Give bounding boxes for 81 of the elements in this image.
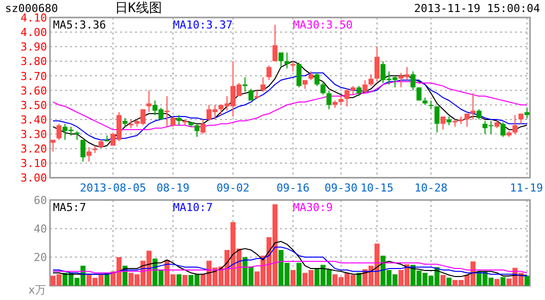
candlestick xyxy=(200,118,206,135)
bar xyxy=(296,262,302,286)
candlestick xyxy=(320,81,326,96)
candlestick xyxy=(464,113,470,128)
candlestick xyxy=(266,65,272,81)
y-tick-label: 3.20 xyxy=(20,142,47,156)
x-tick-label: 10-15 xyxy=(360,182,394,195)
y-tick-label: 3.50 xyxy=(20,98,47,112)
bar xyxy=(176,274,182,286)
candlestick xyxy=(326,90,332,110)
bar xyxy=(440,274,446,286)
x-tick-label: 08-19 xyxy=(156,182,190,195)
text: MA10:3.37 xyxy=(173,18,233,32)
candlestick xyxy=(410,70,416,91)
y-tick-label: 20 xyxy=(34,251,47,264)
y-axis-title: x万 xyxy=(28,284,46,297)
candlestick xyxy=(296,62,302,88)
candlestick xyxy=(368,74,374,86)
candlestick xyxy=(344,88,350,107)
x-tick-label: 2013-08-05 xyxy=(80,182,146,195)
candlestick xyxy=(290,60,296,72)
candlestick xyxy=(86,146,92,162)
candlestick xyxy=(440,116,446,130)
x-tick-label: 10-28 xyxy=(414,182,448,195)
candlestick xyxy=(56,123,62,140)
candlestick xyxy=(284,52,290,69)
y-tick-label: 60 xyxy=(34,194,47,207)
candlestick xyxy=(278,52,284,68)
bar xyxy=(494,278,500,286)
chart-title: 日K线图 xyxy=(115,1,162,16)
candlestick xyxy=(500,122,506,138)
bar xyxy=(446,278,452,286)
candlestick xyxy=(524,107,530,118)
y-tick-label: 3.60 xyxy=(20,84,47,98)
y-tick-label: 40 xyxy=(34,222,47,236)
text: MA30:3.50 xyxy=(293,18,353,32)
candlestick xyxy=(194,123,200,138)
text: MA30:9 xyxy=(293,201,333,214)
bar xyxy=(524,276,530,286)
line-series xyxy=(52,246,528,276)
y-tick-label: 4.00 xyxy=(20,26,47,40)
y-tick-label: 3.70 xyxy=(20,70,47,83)
candlestick xyxy=(518,113,524,124)
candlestick xyxy=(470,92,476,120)
y-tick-label: 4.10 xyxy=(20,12,47,24)
text: MA5:3.36 xyxy=(53,18,106,32)
bar xyxy=(500,277,506,286)
y-tick-label: 3.10 xyxy=(20,157,47,170)
y-tick-label: 3.80 xyxy=(20,55,47,68)
y-tick-label: 3.40 xyxy=(20,113,47,126)
candlestick xyxy=(476,108,482,120)
line-series xyxy=(52,260,528,274)
candlestick xyxy=(374,46,380,82)
candlestick xyxy=(176,114,182,126)
candlestick xyxy=(242,76,248,92)
candlestick xyxy=(314,72,320,86)
x-tick-label: 11-19 xyxy=(510,182,543,195)
candlestick xyxy=(260,76,266,92)
x-tick-label: 09-02 xyxy=(216,182,250,195)
line-series xyxy=(52,60,528,148)
candlestick xyxy=(362,80,368,94)
y-tick-label: 3.00 xyxy=(20,172,47,185)
candlestick xyxy=(146,90,152,113)
candlestick xyxy=(428,100,434,110)
text: MA10:7 xyxy=(173,201,213,214)
x-tick-label: 09-30 xyxy=(324,182,358,195)
line-series xyxy=(52,72,528,140)
bar xyxy=(290,270,296,286)
y-tick-label: 3.30 xyxy=(20,128,47,142)
candlestick xyxy=(164,96,170,128)
text: 2013-11-19 15:00:04 xyxy=(414,2,540,15)
candlestick xyxy=(512,114,518,135)
candlestick xyxy=(170,116,176,128)
candlestick xyxy=(434,106,440,134)
y-tick-label: 3.90 xyxy=(20,40,47,54)
x-tick-label: 09-16 xyxy=(276,182,310,195)
candlestick xyxy=(80,139,86,162)
candlestick xyxy=(272,24,278,62)
candlestick xyxy=(356,85,362,97)
bar xyxy=(182,274,188,286)
text: MA5:7 xyxy=(53,201,86,214)
